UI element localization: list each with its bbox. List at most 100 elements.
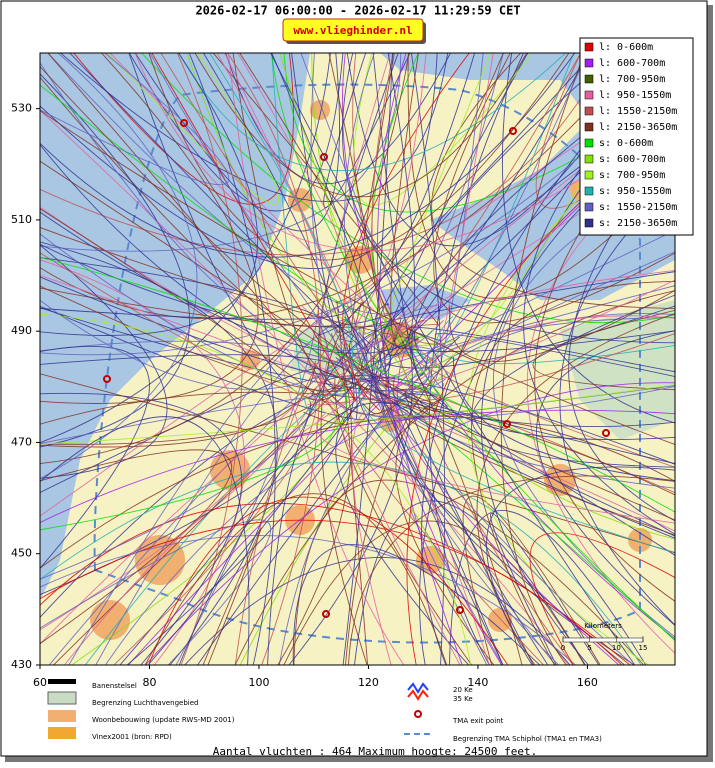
flight-track [40,345,150,569]
flight-track [342,53,470,411]
legend-swatch [584,58,594,68]
flight-track [358,53,416,356]
x-tick-label: 60 [33,676,47,689]
flight-track [147,53,590,665]
flight-track [40,449,233,645]
flight-track [40,244,168,479]
flight-track [40,313,472,665]
flight-track [148,496,509,665]
flight-track [529,532,675,665]
legend-label[interactable]: l: 2150-3650m [599,122,677,133]
flight-track [176,53,243,665]
flight-track [300,53,445,388]
flight-track [293,479,645,665]
badge[interactable] [282,18,424,42]
flight-track [178,53,567,172]
flight-track [40,243,406,327]
flight-track [40,53,331,444]
legend-label[interactable]: l: 0-600m [599,42,653,53]
flight-track [271,53,312,411]
flight-track [40,320,329,580]
flight-track [291,53,341,333]
flight-track [453,356,675,482]
tma-boundary-label: Begrenzing TMA Schiphol (TMA1 en TMA3) [453,735,602,743]
flight-track [395,396,495,665]
legend-label[interactable]: s: 600-700m [599,154,665,165]
flight-track [310,53,444,362]
flight-track [502,53,675,424]
legend-label[interactable]: s: 950-1550m [599,186,671,197]
legend-swatch [584,90,594,100]
flight-track [500,53,585,665]
flight-track [436,315,675,365]
legend-label[interactable]: s: 0-600m [599,138,653,149]
flight-track [40,110,675,445]
badge-text[interactable]: www.vlieghinder.nl [293,24,412,37]
flight-track [358,366,675,554]
flight-track [292,544,541,665]
exit-point: TMA exit point [452,717,504,725]
map: Kilometers 0 5 10 15 [40,53,675,665]
flight-track [316,413,675,524]
flight-track [40,416,250,665]
legend-label[interactable]: l: 600-700m [599,58,665,69]
flight-track [40,208,345,425]
scale-tick-label: 0 [561,644,565,652]
flight-track [320,301,368,665]
scale-tick-label: 5 [587,644,591,652]
flight-track [145,382,675,665]
housing-icon [48,710,76,722]
flight-track [370,53,615,412]
legend-label[interactable]: l: 950-1550m [599,90,671,101]
flight-track [40,259,245,665]
flight-track [40,390,438,445]
legend-label[interactable]: l: 1550-2150m [599,106,677,117]
flight-track [40,256,675,513]
flight-track [47,53,338,393]
footer-legend: Banenstelsel Begrenzing Luchthavengebied… [47,679,602,743]
legend-swatch [584,138,594,148]
exit-points [103,119,610,618]
legend-swatch [584,106,594,116]
ke20: 20 Ke [453,686,473,694]
y-tick-label: 510 [11,213,32,226]
flight-track [371,53,446,345]
legend: l: 0-600m l: 600-700m l: 700-950m l: 950-15… [579,37,694,236]
flight-track [559,181,675,626]
flight-track [216,53,490,665]
flight-track [434,333,675,378]
flight-track [227,53,405,665]
scale-title: Kilometers [584,622,622,630]
legend-label[interactable]: s: 2150-3650m [599,218,677,229]
flight-track [433,53,675,324]
flight-track [128,53,344,212]
flight-track [448,289,675,362]
legend-label[interactable]: s: 1550-2150m [599,202,677,213]
flight-track [471,281,675,665]
flight-track [329,385,675,420]
flight-track [40,519,623,665]
flight-track [188,53,276,665]
flight-track [490,513,600,665]
flight-track [40,53,640,320]
flight-track [40,53,230,186]
flight-track [357,320,675,402]
legend-swatch [584,170,594,180]
flight-track [532,309,675,391]
flight-track [426,229,675,354]
title: 2026-02-17 06:00:00 - 2026-02-17 11:29:5… [195,4,520,18]
scale-tick-label: 10 [612,644,621,652]
flight-track [40,53,259,404]
flight-track [209,53,354,398]
flight-track [392,375,620,665]
legend-label[interactable]: s: 700-950m [599,170,665,181]
flight-track [237,53,366,337]
legend-label[interactable]: l: 700-950m [599,74,665,85]
y-tick-label: 470 [11,435,32,448]
tracks [40,53,675,665]
airport-boundary: Begrenzing Luchthavengebied [92,699,199,707]
ke35-icon [407,689,429,701]
x-tick-label: 100 [248,676,269,689]
vinex: Vinex2001 (bron: RPD) [92,733,172,741]
flight-track [226,53,321,665]
